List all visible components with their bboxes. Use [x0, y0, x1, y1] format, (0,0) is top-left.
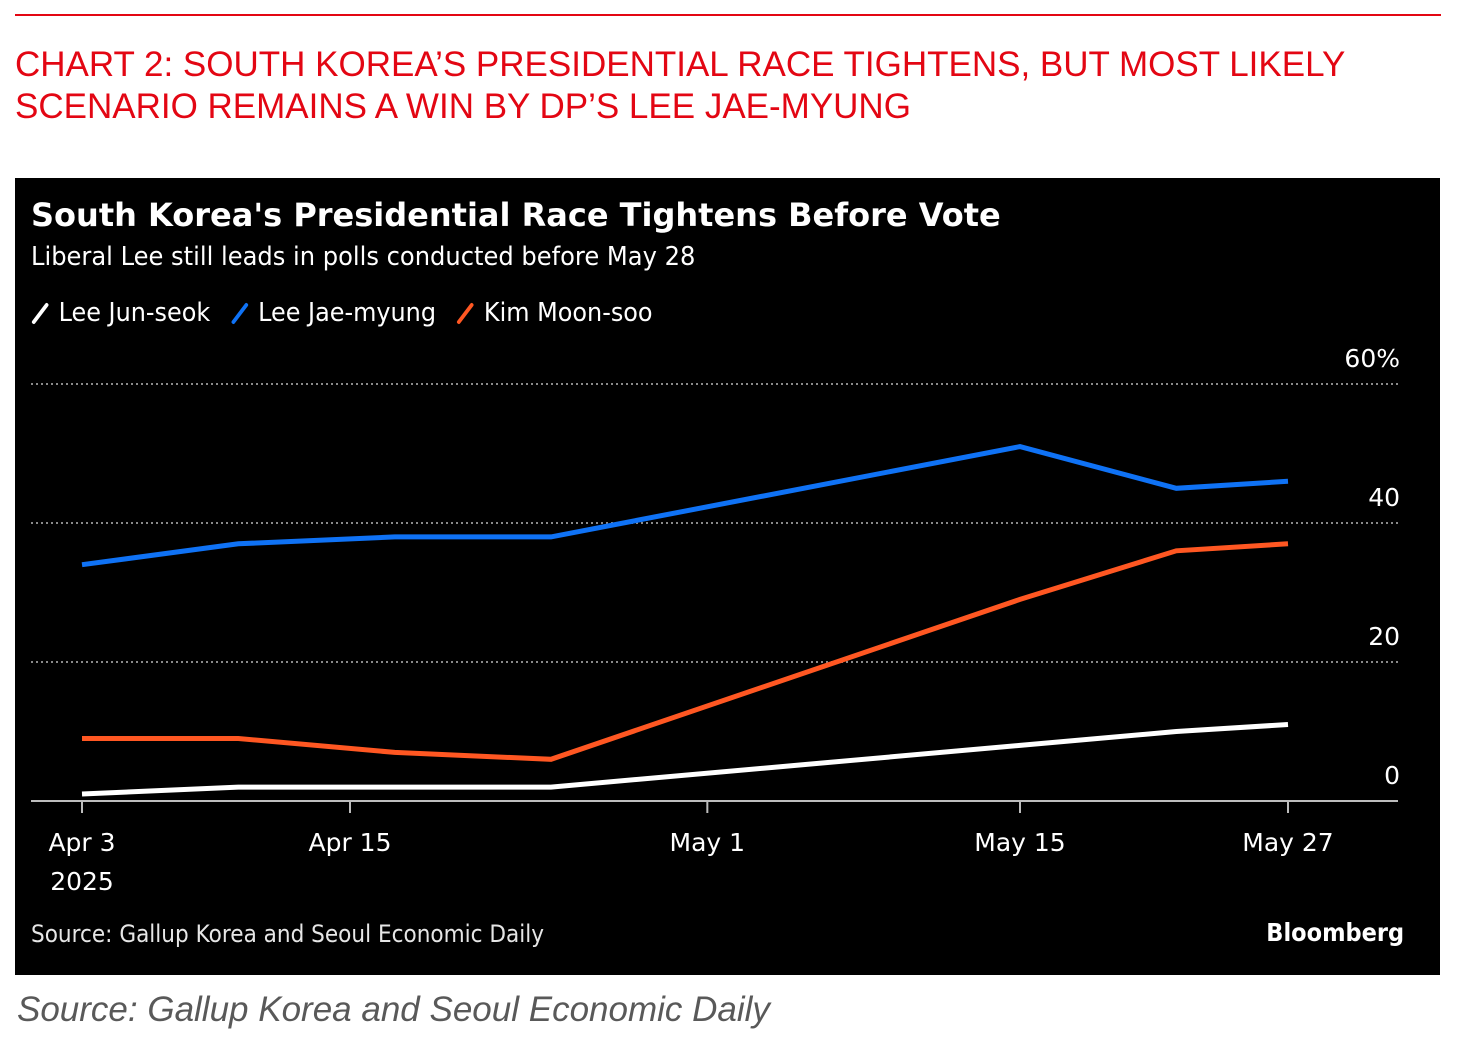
series-line-kim-moon-soo: [82, 541, 1289, 762]
x-tick-sublabel: 2025: [50, 867, 114, 896]
x-tick-label: May 27: [1242, 828, 1333, 857]
series-line-lee-jae-myung: [81, 444, 1289, 568]
legend-swatch-icon: [31, 303, 49, 324]
gridlines: [31, 383, 1398, 663]
x-tick-label: May 15: [974, 828, 1065, 857]
legend-swatch-line: [457, 303, 474, 324]
legend-swatch-line: [231, 303, 248, 324]
chart-title: South Korea's Presidential Race Tightens…: [31, 196, 1001, 234]
top-rule: [15, 14, 1441, 16]
x-tick-label: Apr 3: [48, 828, 115, 857]
y-tick-label: 20: [1368, 622, 1400, 651]
legend-label: Kim Moon-soo: [483, 298, 653, 328]
legend-item-lee-jae-myung: Lee Jae-myung: [230, 298, 436, 328]
legend-swatch-line: [31, 303, 49, 324]
headline: CHART 2: SOUTH KOREA’S PRESIDENTIAL RACE…: [15, 45, 1345, 126]
legend-item-lee-jun-seok: Lee Jun-seok: [31, 298, 210, 328]
plot-area: 0 20 40 60% Apr 3 2025 Apr 15 May 1 May 15 May 2…: [31, 344, 1400, 896]
chart-source: Source: Gallup Korea and Seoul Economic …: [31, 920, 545, 948]
legend-item-kim-moon-soo: Kim Moon-soo: [456, 298, 653, 328]
bloomberg-logo: Bloomberg: [1266, 918, 1404, 947]
legend-label: Lee Jae-myung: [258, 298, 437, 328]
legend: Lee Jun-seok Lee Jae-myung Kim Moon-soo: [31, 298, 673, 328]
x-tick-label: Apr 15: [308, 828, 391, 857]
legend-swatch-icon: [231, 303, 248, 324]
chart-subtitle: Liberal Lee still leads in polls conduct…: [31, 242, 696, 272]
y-tick-label: 60%: [1344, 344, 1400, 373]
y-tick-label: 0: [1384, 761, 1400, 790]
y-tick-label: 40: [1368, 483, 1400, 512]
x-axis: Apr 3 2025 Apr 15 May 1 May 15 May 27: [31, 800, 1398, 896]
series-line-lee-jun-seok: [81, 722, 1289, 797]
source-caption: Source: Gallup Korea and Seoul Economic …: [17, 990, 770, 1029]
legend-label: Lee Jun-seok: [58, 298, 211, 328]
chart-panel: South Korea's Presidential Race Tightens…: [15, 178, 1440, 975]
x-tick-label: May 1: [670, 828, 746, 857]
legend-swatch-icon: [457, 303, 474, 324]
y-axis: 0 20 40 60%: [1344, 344, 1400, 790]
series-lines: [81, 444, 1289, 797]
